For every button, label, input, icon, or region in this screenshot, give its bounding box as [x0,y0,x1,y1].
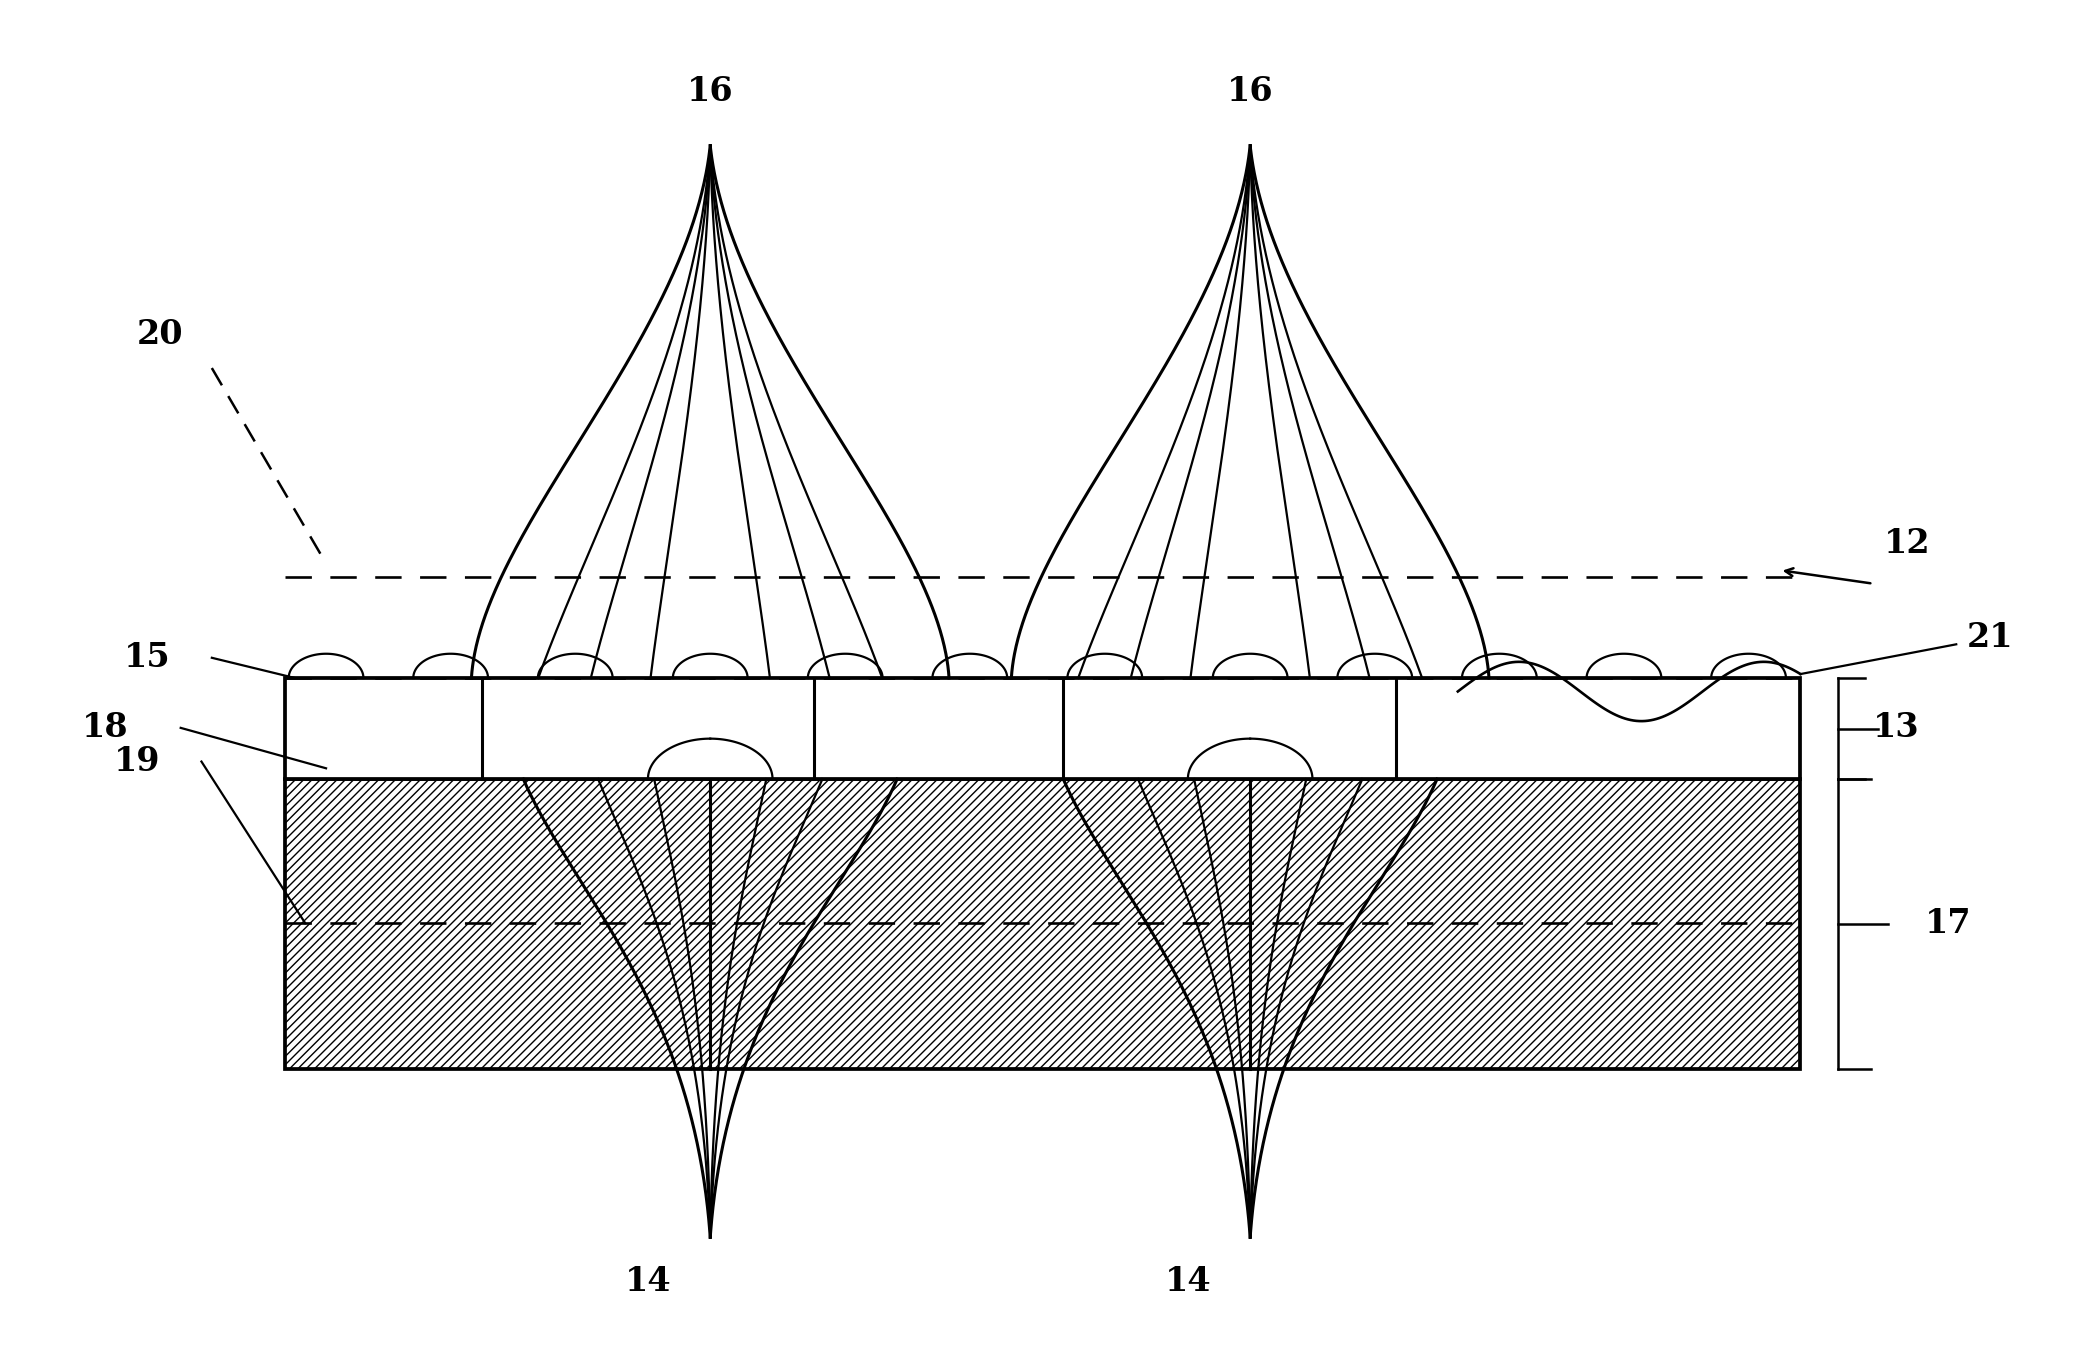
Text: 21: 21 [1966,621,2014,654]
Text: 15: 15 [123,641,171,674]
Text: 14: 14 [1166,1265,1211,1298]
Text: 12: 12 [1883,526,1931,560]
Text: 16: 16 [686,76,734,108]
Text: 13: 13 [1872,712,1920,744]
Text: 19: 19 [113,744,161,778]
Bar [284,678,1801,780]
Text: 17: 17 [1924,907,1972,940]
Bar [284,780,1801,1069]
Text: 18: 18 [81,712,129,744]
Text: 20: 20 [138,317,183,351]
Text: 16: 16 [1226,76,1274,108]
Text: 14: 14 [626,1265,671,1298]
